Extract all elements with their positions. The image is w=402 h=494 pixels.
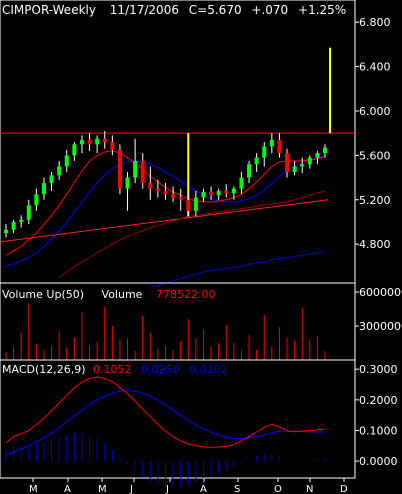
volume-panel: 6000000 3000000 Volume Up(50) Volume 7785… [0,282,402,361]
moving-average-mid [5,154,326,267]
month-tick-label: J [165,484,169,494]
price-tick-label: 6.000 [359,105,391,118]
volume-value: 778522.00 [156,288,216,301]
moving-average-long [58,190,326,278]
month-tick-label: A [64,484,71,494]
svg-text:CIMPOR-Weekly 11/17/2006: CIMPOR-Weekly 11/17/2006 C=5.670 +.070 +… [2,3,346,17]
macd-series [5,376,326,488]
candle-body [178,197,183,200]
candle-body [4,229,8,234]
svg-text:MACD(12,26,9) 0.1052: MACD(12,26,9) 0.1052 0.0950 0.0102 [2,363,228,376]
candle-body [262,146,267,158]
macd-signal-line [5,390,325,456]
symbol-label: CIMPOR-Weekly [2,3,96,17]
month-tick-label: A [200,484,207,494]
macd-panel: 0.3000 0.2000 0.1000 0.0000 MACD(12,26,9) 0… [0,359,398,488]
volume-y-axis: 6000000 3000000 [355,286,402,333]
candle-body [102,138,107,143]
month-tick-label: S [234,484,240,494]
svg-text:Volume Up(50) Volume: Volume Up(50) Volume 778522.00 [2,288,215,301]
candle-body [49,175,54,184]
month-tick-label: M [29,484,38,494]
month-tick-label: N [306,484,313,494]
pct-label: +1.25% [298,3,346,17]
candle-body [277,139,282,154]
candle-body [41,183,46,195]
date-label: 11/17/2006 [110,3,179,17]
macd-tick-label: 0.1000 [359,424,398,437]
candle-body [148,183,153,189]
candle-body [254,157,259,165]
candle-body [307,157,312,165]
candle-body [285,153,290,173]
macd-tick-label: 0.2000 [359,394,398,407]
candle-body [110,142,115,150]
candle-body [155,188,160,191]
macd-value: 0.1052 [93,363,132,376]
candle-body [140,160,145,184]
candle-body [19,219,24,222]
volume-bars [5,303,326,360]
candle-body [171,194,176,198]
macd-signal-value: 0.0950 [141,363,180,376]
candle-body [186,199,191,211]
candle-body [72,144,77,156]
candle-body [64,155,69,167]
candle-body [133,160,138,178]
macd-label: MACD(12,26,9) [2,363,86,376]
price-tick-label: 6.800 [359,16,391,29]
macd-line [5,376,326,448]
month-tick-label: M [98,484,107,494]
candle-body [300,164,305,167]
change-label: +.070 [251,3,288,17]
candle-body [95,138,100,145]
candle-body [315,153,320,158]
candle-body [239,177,244,189]
candle-body [125,177,130,189]
candle-body [209,191,214,196]
macd-panel-frame [0,359,356,479]
month-tick-label: O [274,484,282,494]
candle-body [193,197,198,211]
volume-up-label: Volume Up(50) [2,288,84,301]
macd-tick-label: 0.0000 [359,455,398,468]
candle-body [57,166,62,176]
candle-body [216,190,221,196]
candle-body [224,190,229,194]
candle-body [269,139,274,147]
macd-tick-label: 0.3000 [359,363,398,376]
volume-tick-label: 6000000 [359,286,402,299]
volume-label: Volume [102,288,143,301]
price-tick-label: 5.200 [359,194,391,207]
macd-hist-value: 0.0102 [189,363,228,376]
candle-body [231,188,236,194]
candle-body [26,205,31,220]
candle-body [11,221,16,230]
candle-body [79,139,84,145]
macd-y-axis: 0.3000 0.2000 0.1000 0.0000 [355,363,398,468]
candle-body [292,166,297,173]
volume-tick-label: 3000000 [359,320,402,333]
price-tick-label: 6.400 [359,61,391,74]
price-tick-label: 5.600 [359,149,391,162]
candle-body [323,147,327,154]
price-panel: 6.800 6.400 6.000 5.600 5.200 4.800 CIMPOR-We… [0,0,391,288]
candle-body [117,149,122,189]
price-series [0,47,355,288]
moving-average-slow-blue [150,250,326,288]
month-tick-label: D [340,484,348,494]
candle-body [201,191,206,198]
close-label: C=5.670 [189,3,242,17]
price-tick-label: 4.800 [359,238,391,251]
candle-body [247,164,252,178]
candle-body [87,139,92,145]
candle-body [34,194,39,206]
price-y-axis: 6.800 6.400 6.000 5.600 5.200 4.800 [355,16,391,251]
candle-body [163,190,168,195]
month-tick-label: J [129,484,133,494]
